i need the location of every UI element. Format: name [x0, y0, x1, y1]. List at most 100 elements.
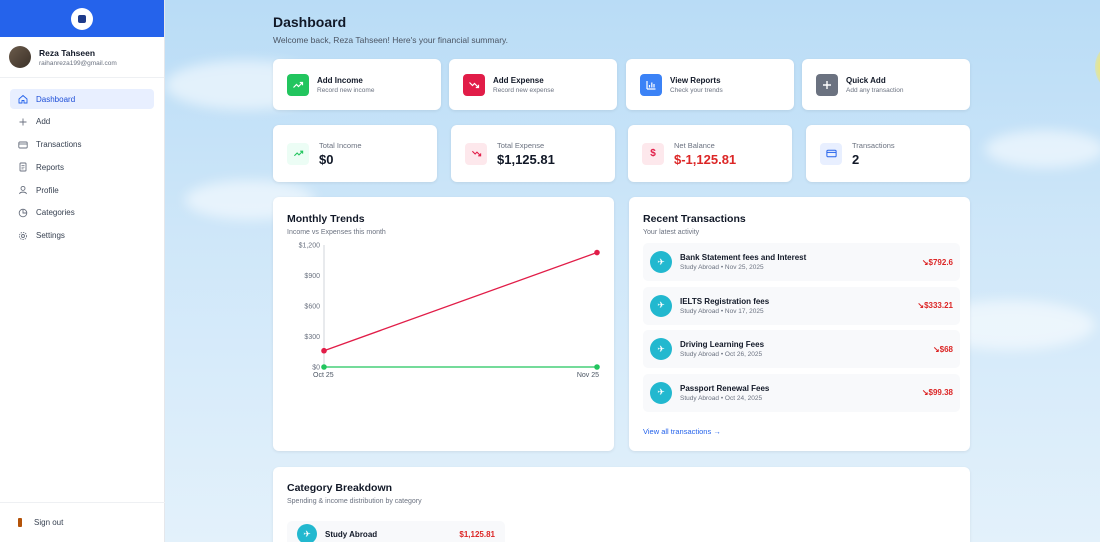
sidebar-item-label: Dashboard: [36, 94, 76, 104]
sidebar-item-dashboard[interactable]: Dashboard: [10, 89, 154, 109]
stat-value: $-1,125.81: [674, 151, 737, 167]
category-name: Study Abroad: [325, 529, 378, 539]
panel-subtitle: Your latest activity: [643, 229, 700, 236]
pie-icon: [18, 208, 28, 218]
gear-icon: [18, 231, 28, 241]
series-line: [323, 251, 598, 352]
stat-label: Transactions: [852, 140, 895, 150]
user-name: Reza Tahseen: [39, 47, 96, 58]
transaction-name: Bank Statement fees and Interest: [680, 253, 807, 262]
transaction-amount-value: $333.21: [924, 301, 953, 310]
transaction-amount: ↘$68: [932, 344, 953, 354]
sidebar: Reza Tahseen raihanreza199@gmail.com Das…: [0, 0, 165, 542]
trend-up-icon: [287, 142, 309, 165]
stat-value: $1,125.81: [497, 151, 555, 167]
cloud-decoration: [985, 130, 1100, 168]
page-subtitle: Welcome back, Reza Tahseen! Here's your …: [273, 35, 508, 45]
data-point: [594, 249, 600, 256]
sidebar-item-settings[interactable]: Settings: [10, 226, 154, 246]
x-tick-label: Nov 25: [577, 372, 599, 379]
plus-icon: [18, 117, 28, 127]
action-subtitle: Add any transaction: [846, 86, 904, 94]
transaction-row[interactable]: ✈ Driving Learning Fees Study Abroad • O…: [643, 330, 960, 368]
sidebar-item-transactions[interactable]: Transactions: [10, 135, 154, 155]
transaction-row[interactable]: ✈ Bank Statement fees and Interest Study…: [643, 243, 960, 281]
data-point: [594, 364, 600, 370]
sidebar-header: [0, 0, 164, 37]
panel-title: Monthly Trends: [287, 213, 365, 225]
stat-net-balance: $ Net Balance $-1,125.81: [628, 125, 792, 182]
plus-icon: [816, 73, 838, 96]
y-tick-label: $300: [304, 334, 320, 341]
plane-icon: ✈: [650, 294, 672, 317]
data-point: [321, 364, 327, 370]
user-profile[interactable]: Reza Tahseen raihanreza199@gmail.com: [0, 37, 164, 78]
sidebar-item-label: Settings: [36, 231, 65, 241]
category-amount: $1,125.81: [459, 529, 495, 539]
sidebar-item-profile[interactable]: Profile: [10, 180, 154, 200]
action-title: Add Expense: [493, 75, 544, 85]
transaction-amount-value: $68: [939, 344, 953, 354]
transaction-row[interactable]: ✈ Passport Renewal Fees Study Abroad • O…: [643, 373, 960, 412]
transaction-meta: Study Abroad • Nov 25, 2025: [680, 264, 764, 271]
plane-icon: ✈: [650, 338, 672, 360]
monthly-trends-chart: $0 $300 $600 $900 $1,200 Oct 25 Nov 25: [299, 243, 600, 379]
sidebar-item-reports[interactable]: Reports: [10, 157, 154, 177]
trend-down-icon: [463, 73, 485, 96]
panel-subtitle: Income vs Expenses this month: [287, 229, 386, 236]
user-email: raihanreza199@gmail.com: [39, 59, 117, 67]
sidebar-item-categories[interactable]: Categories: [10, 203, 154, 223]
card-icon: [820, 142, 842, 165]
stat-transactions: Transactions 2: [806, 125, 970, 182]
action-subtitle: Record new expense: [493, 86, 555, 94]
y-tick-label: $600: [304, 304, 320, 311]
stat-value: 2: [852, 151, 860, 167]
stat-label: Net Balance: [674, 140, 715, 150]
sun-decoration: [1095, 40, 1100, 94]
stat-label: Total Expense: [497, 140, 545, 150]
transaction-row[interactable]: ✈ IELTS Registration fees Study Abroad •…: [643, 286, 960, 325]
bar-chart-icon: [640, 73, 662, 96]
category-row[interactable]: ✈ Study Abroad $1,125.81: [287, 521, 505, 542]
add-expense-button[interactable]: Add Expense Record new expense: [449, 59, 617, 110]
stat-label: Total Income: [319, 140, 362, 150]
plane-icon: ✈: [650, 381, 672, 404]
quick-add-button[interactable]: Quick Add Add any transaction: [802, 59, 970, 110]
stat-total-income: Total Income $0: [273, 125, 437, 182]
dollar-icon: $: [642, 142, 664, 165]
card-icon: [18, 140, 28, 150]
app-logo[interactable]: [71, 7, 93, 30]
sidebar-item-add[interactable]: Add: [10, 112, 154, 132]
sidebar-item-label: Reports: [36, 162, 65, 172]
view-reports-button[interactable]: View Reports Check your trends: [626, 59, 794, 110]
view-all-transactions-link[interactable]: View all transactions →: [643, 427, 721, 436]
transaction-meta: Study Abroad • Oct 24, 2025: [680, 394, 763, 402]
stat-total-expense: Total Expense $1,125.81: [451, 125, 615, 182]
transaction-amount: ↘$333.21: [917, 301, 953, 310]
sidebar-item-label: Categories: [36, 208, 75, 218]
sidebar-item-label: Add: [36, 117, 51, 127]
transaction-meta: Study Abroad • Nov 17, 2025: [680, 307, 764, 315]
recent-transactions-card: Recent Transactions Your latest activity…: [629, 197, 970, 451]
logout-icon: [18, 518, 22, 527]
transaction-name: Driving Learning Fees: [680, 340, 765, 349]
panel-subtitle: Spending & income distribution by catego…: [287, 498, 422, 505]
transaction-name: IELTS Registration fees: [680, 296, 770, 306]
signout-button[interactable]: Sign out: [0, 502, 165, 542]
panel-title: Category Breakdown: [287, 482, 393, 494]
trend-down-icon: [465, 142, 487, 165]
page-title: Dashboard: [273, 14, 347, 30]
action-title: Add Income: [317, 75, 363, 85]
transactions-list: ✈ Bank Statement fees and Interest Study…: [643, 243, 960, 417]
sidebar-item-label: Profile: [36, 185, 59, 195]
plane-icon: ✈: [297, 524, 317, 542]
plane-icon: ✈: [650, 251, 672, 273]
y-tick-label: $900: [304, 273, 320, 280]
stat-value: $0: [319, 151, 334, 167]
document-icon: [18, 162, 28, 172]
add-income-button[interactable]: Add Income Record new income: [273, 59, 441, 110]
y-tick-label: $0: [312, 365, 320, 372]
home-icon: [18, 94, 28, 104]
category-breakdown-card: Category Breakdown Spending & income dis…: [273, 467, 970, 542]
panel-title: Recent Transactions: [643, 213, 746, 225]
